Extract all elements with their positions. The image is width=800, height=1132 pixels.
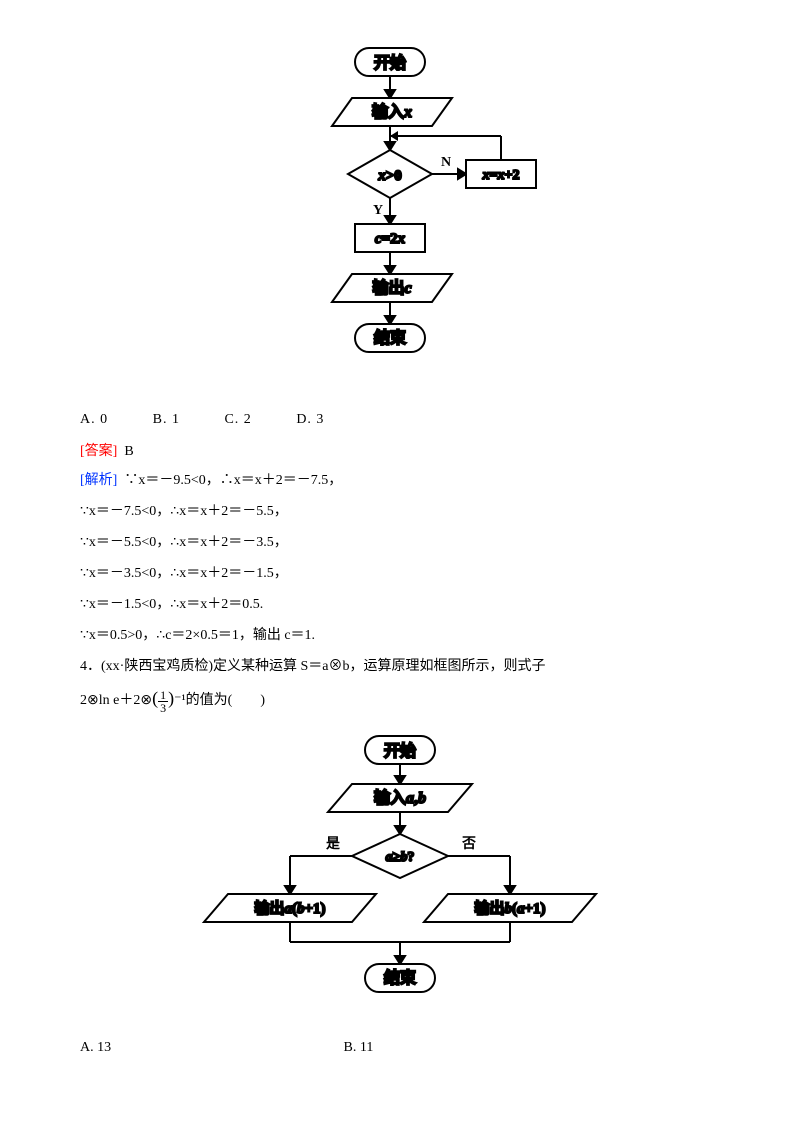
- step-3: ∵x＝－3.5<0，∴x＝x＋2＝－1.5，: [80, 563, 720, 584]
- step-0: ∵x＝－9.5<0，∴x＝x＋2＝－7.5，: [124, 473, 342, 488]
- fc1-yes-label: Y: [373, 203, 383, 218]
- fc1-cond-label: x>0: [377, 168, 402, 184]
- opt-d: D. 3: [296, 412, 324, 427]
- q3-options: A. 0 B. 1 C. 2 D. 3: [80, 412, 720, 428]
- fc2-out-right-label: 输出b(a+1): [474, 899, 545, 917]
- fc2-start-label: 开始: [384, 741, 416, 760]
- fc1-assign-label: c=2x: [375, 231, 406, 247]
- fc2-input-label: 输入a,b: [374, 788, 426, 807]
- q4-options: A. 13 B. 11: [80, 1040, 720, 1056]
- fc1-input-label: 输入x: [372, 102, 412, 121]
- fc2-cond-label: a≥b?: [386, 850, 415, 865]
- fc2-yes-label: 是: [326, 836, 341, 852]
- fc1-end-label: 结束: [373, 328, 407, 347]
- q4-stem-prefix: 4．(xx·陕西宝鸡质检)定义某种运算 S＝a⊗b，运算原理如框图所示，则式子: [80, 659, 546, 674]
- answer-value: B: [124, 444, 133, 459]
- fc2-end-label: 结束: [383, 968, 417, 987]
- answer-line: [答案] B: [80, 440, 720, 460]
- step-4: ∵x＝－1.5<0，∴x＝x＋2＝0.5.: [80, 594, 720, 615]
- q4-opt-b: B. 11: [344, 1040, 604, 1056]
- fc1-no-label: N: [441, 155, 451, 170]
- fraction-1-3: 13: [158, 689, 168, 714]
- q4-expr-right: ⁻¹的值为( ): [174, 693, 265, 708]
- analysis-block: [解析] ∵x＝－9.5<0，∴x＝x＋2＝－7.5，: [80, 470, 720, 491]
- q4-opt-a: A. 13: [80, 1040, 340, 1056]
- fc1-update-label: x=x+2: [482, 168, 520, 183]
- q4-expression: 2⊗ln e＋2⊗(13)⁻¹的值为( ): [80, 688, 720, 713]
- opt-b: B. 1: [153, 412, 180, 427]
- step-2: ∵x＝－5.5<0，∴x＝x＋2＝－3.5，: [80, 532, 720, 553]
- fc1-output-label: 输出c: [372, 278, 411, 297]
- flowchart-1: 开始 输入x x>0 N x=x+2 Y c=2x 输出c: [260, 40, 540, 400]
- frac-num: 1: [158, 689, 168, 702]
- step-1: ∵x＝－7.5<0，∴x＝x＋2＝－5.5，: [80, 501, 720, 522]
- flowchart-2: 开始 输入a,b a≥b? 是 否 输出a(b+1) 输出b(a+1): [190, 728, 610, 1028]
- fc2-out-left-label: 输出a(b+1): [254, 899, 325, 917]
- q4-expr-left: 2⊗ln e＋2⊗: [80, 693, 152, 708]
- answer-label: [答案]: [80, 444, 117, 459]
- opt-c: C. 2: [224, 412, 251, 427]
- analysis-label: [解析]: [80, 473, 117, 488]
- step-5: ∵x＝0.5>0，∴c＝2×0.5＝1，输出 c＝1.: [80, 625, 720, 646]
- opt-a: A. 0: [80, 412, 108, 427]
- q4-stem: 4．(xx·陕西宝鸡质检)定义某种运算 S＝a⊗b，运算原理如框图所示，则式子: [80, 656, 720, 678]
- fc2-no-label: 否: [461, 836, 476, 852]
- frac-den: 3: [158, 702, 168, 714]
- fc1-start-label: 开始: [374, 53, 406, 72]
